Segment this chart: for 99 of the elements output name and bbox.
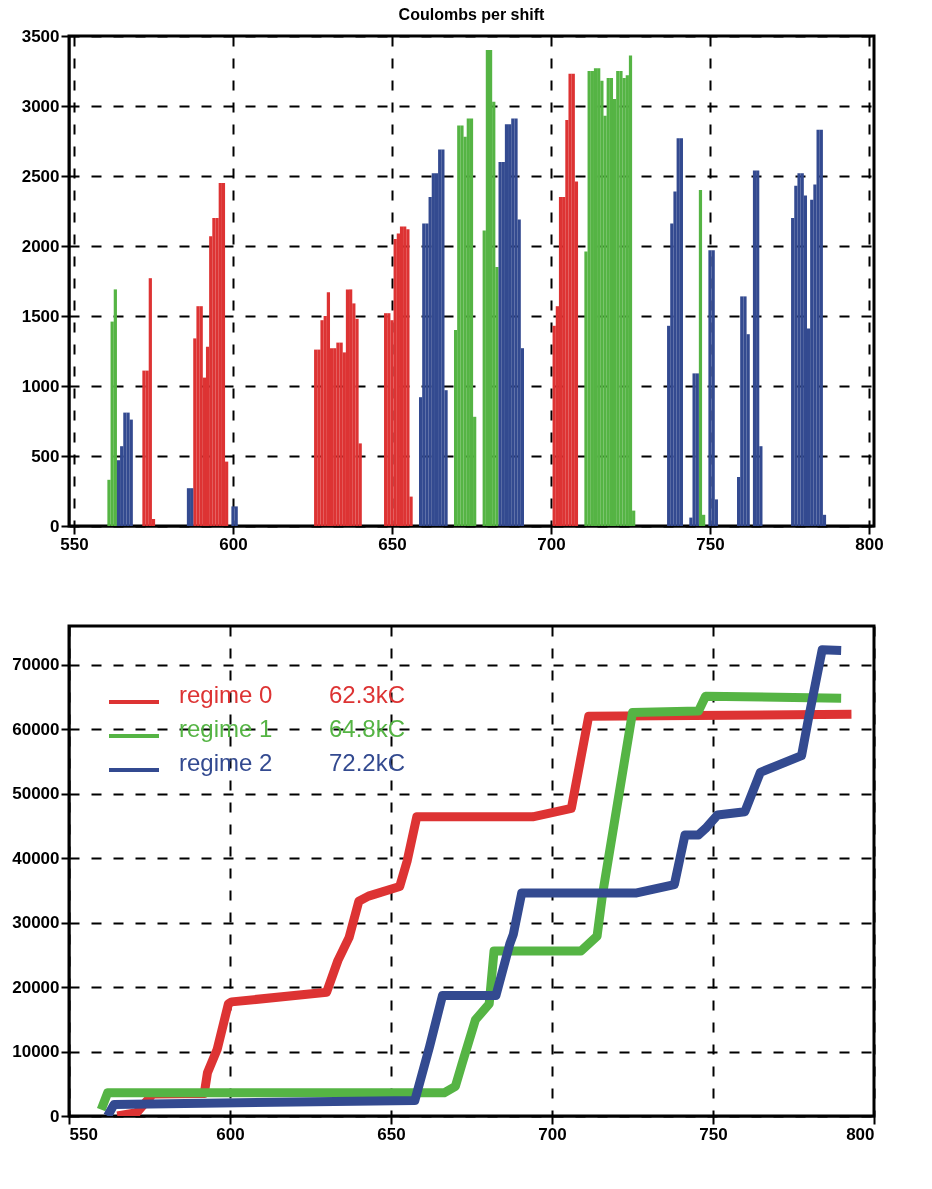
bar — [212, 218, 216, 526]
bar — [692, 373, 696, 526]
bar — [384, 313, 388, 526]
bar — [740, 296, 744, 526]
bar — [196, 306, 200, 526]
bar — [752, 170, 757, 526]
bar — [221, 183, 226, 526]
bar — [616, 71, 620, 526]
bar — [698, 190, 703, 526]
bar — [431, 173, 435, 526]
x-tick-label: 800 — [846, 1124, 875, 1144]
bar — [142, 370, 146, 526]
bar — [593, 68, 598, 526]
bar — [441, 149, 445, 526]
bar — [498, 162, 502, 526]
x-tick-label: 750 — [696, 534, 725, 554]
x-tick-label: 700 — [538, 1124, 567, 1144]
bar — [199, 306, 203, 526]
bar — [406, 229, 410, 526]
bar — [504, 124, 509, 526]
y-tick-label: 60000 — [12, 719, 60, 739]
chart-title: Coulombs per shift — [398, 6, 546, 23]
bar — [320, 320, 324, 526]
bar — [606, 78, 610, 526]
y-tick-label: 3000 — [21, 96, 60, 116]
x-tick-label: 600 — [219, 534, 248, 554]
bar — [676, 138, 680, 526]
bar — [231, 506, 235, 526]
bar — [628, 55, 633, 526]
bar — [123, 412, 127, 526]
bar — [399, 226, 404, 526]
bar — [186, 488, 191, 526]
annotation: 64.8kC — [329, 715, 406, 742]
bar — [488, 50, 493, 526]
bar — [218, 183, 222, 526]
bar — [819, 129, 823, 526]
bar — [113, 289, 117, 526]
bar — [797, 173, 801, 526]
legend-label: regime 1 — [179, 715, 273, 742]
x-tick-label: 650 — [378, 534, 407, 554]
y-tick-label: 3500 — [21, 26, 60, 46]
bar — [695, 373, 699, 526]
bar — [387, 313, 391, 526]
bar — [234, 506, 238, 526]
bar — [511, 118, 515, 526]
bar — [568, 73, 572, 526]
y-tick-label: 30000 — [12, 913, 60, 933]
bar — [326, 292, 331, 526]
bar — [469, 118, 474, 526]
y-tick-label: 0 — [50, 1106, 60, 1126]
bar — [148, 278, 152, 526]
bar — [190, 488, 194, 526]
bar — [514, 118, 518, 526]
bar — [314, 349, 318, 526]
y-tick-label: 2500 — [21, 166, 60, 186]
y-tick-label: 70000 — [12, 655, 60, 675]
annotation: 62.3kC — [329, 681, 406, 708]
y-tick-label: 1500 — [21, 306, 60, 326]
bar — [756, 170, 760, 526]
bar — [126, 412, 130, 526]
legend-label: regime 0 — [179, 681, 273, 708]
bar — [597, 68, 601, 526]
y-tick-label: 40000 — [12, 848, 60, 868]
y-tick-label: 10000 — [12, 1042, 60, 1062]
x-tick-label: 750 — [699, 1124, 728, 1144]
bar — [609, 78, 614, 526]
bar — [438, 149, 442, 526]
x-tick-label: 650 — [377, 1124, 406, 1144]
bar — [800, 173, 804, 526]
bar — [743, 296, 747, 526]
bar — [460, 125, 464, 526]
bar — [571, 73, 575, 526]
bar — [711, 250, 715, 526]
x-tick-label: 700 — [537, 534, 566, 554]
bar — [349, 289, 353, 526]
bar — [339, 342, 343, 526]
bar — [619, 71, 623, 526]
bar — [708, 250, 712, 526]
bar — [587, 71, 591, 526]
x-tick-label: 550 — [60, 534, 89, 554]
x-tick-label: 600 — [216, 1124, 245, 1144]
bar — [457, 125, 461, 526]
y-tick-label: 1000 — [21, 376, 60, 396]
bar — [336, 342, 340, 526]
x-tick-label: 800 — [855, 534, 884, 554]
y-tick-label: 0 — [50, 516, 60, 536]
x-tick-label: 550 — [69, 1124, 98, 1144]
bar — [422, 223, 426, 526]
y-tick-label: 50000 — [12, 784, 60, 804]
bar — [679, 138, 683, 526]
bar — [558, 197, 563, 526]
bar — [466, 118, 470, 526]
bar — [403, 226, 407, 526]
bar — [485, 50, 490, 526]
y-tick-label: 20000 — [12, 977, 60, 997]
bar — [345, 289, 350, 526]
bar — [816, 129, 820, 526]
y-tick-label: 2000 — [21, 236, 60, 256]
y-tick-label: 500 — [31, 446, 60, 466]
